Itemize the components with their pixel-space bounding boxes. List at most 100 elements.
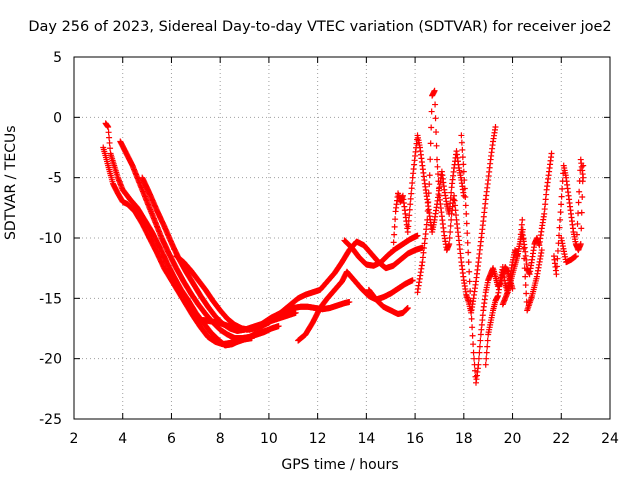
data-point xyxy=(548,150,555,157)
data-point xyxy=(579,193,586,200)
y-tick-label: 5 xyxy=(53,50,62,66)
data-point xyxy=(407,195,414,202)
data-point xyxy=(463,210,470,217)
series-track-f xyxy=(200,238,426,333)
data-point xyxy=(464,239,471,246)
series-track-k xyxy=(414,87,499,316)
data-point xyxy=(522,282,529,289)
data-point xyxy=(470,349,477,356)
data-point xyxy=(390,239,397,246)
series-track-n xyxy=(499,216,545,314)
data-point xyxy=(428,124,435,131)
data-point xyxy=(578,225,585,232)
data-point xyxy=(459,146,466,153)
data-point xyxy=(521,265,528,272)
data-point xyxy=(575,210,582,217)
y-tick-label: -20 xyxy=(39,352,62,368)
data-point xyxy=(492,123,499,130)
data-point xyxy=(414,232,421,239)
data-point xyxy=(554,247,561,254)
data-point xyxy=(391,223,398,230)
y-tick-label: 0 xyxy=(53,110,62,126)
data-point xyxy=(553,263,560,270)
data-point xyxy=(463,220,470,227)
data-point xyxy=(462,193,469,200)
data-point xyxy=(409,179,416,186)
data-point xyxy=(458,139,465,146)
data-point xyxy=(446,235,453,241)
data-point xyxy=(404,228,411,235)
data-point xyxy=(469,324,476,331)
data-point xyxy=(523,290,530,297)
data-point xyxy=(392,216,399,223)
data-point xyxy=(573,231,580,238)
data-point xyxy=(426,181,433,188)
data-point xyxy=(460,192,467,199)
data-point xyxy=(464,230,471,237)
data-point xyxy=(557,216,564,223)
data-point xyxy=(477,337,484,344)
data-point xyxy=(559,185,566,192)
data-point xyxy=(424,207,431,214)
data-point xyxy=(558,201,565,208)
data-point xyxy=(447,228,454,235)
data-point xyxy=(448,189,455,196)
data-point xyxy=(538,247,545,254)
data-point xyxy=(558,193,565,200)
data-point xyxy=(105,129,112,136)
data-point xyxy=(106,139,113,146)
x-tick-label: 20 xyxy=(504,431,522,447)
data-point xyxy=(468,307,475,314)
data-point xyxy=(519,226,526,233)
data-point xyxy=(433,129,440,136)
data-point xyxy=(519,216,526,223)
data-point xyxy=(460,161,467,168)
data-point xyxy=(404,304,411,311)
x-tick-label: 14 xyxy=(357,431,375,447)
x-axis-label: GPS time / hours xyxy=(281,457,399,473)
data-point xyxy=(462,202,469,209)
data-point xyxy=(459,154,466,161)
x-tick-label: 6 xyxy=(167,431,176,447)
y-tick-label: -25 xyxy=(39,412,62,428)
data-point xyxy=(434,171,441,178)
y-axis-ticks: 5 0 -5 -10 -15 -20 -25 xyxy=(39,50,610,428)
data-point xyxy=(484,337,491,344)
data-point xyxy=(580,174,587,181)
y-tick-label: -10 xyxy=(39,231,62,247)
data-point xyxy=(408,190,415,197)
y-tick-label: -15 xyxy=(39,291,62,307)
data-point xyxy=(426,172,433,179)
data-point xyxy=(556,224,563,231)
data-point xyxy=(554,255,561,262)
data-point xyxy=(467,297,474,304)
data-point xyxy=(482,361,489,368)
data-point xyxy=(432,101,439,108)
data-point xyxy=(460,168,467,175)
data-point xyxy=(470,341,477,348)
data-point xyxy=(483,349,490,356)
data-point xyxy=(468,315,475,322)
x-tick-label: 4 xyxy=(118,431,127,447)
data-point xyxy=(427,156,434,163)
data-point xyxy=(458,132,465,139)
data-point xyxy=(467,288,474,295)
data-point xyxy=(346,298,353,305)
x-tick-label: 24 xyxy=(601,431,619,447)
series-track-a xyxy=(100,144,255,348)
data-point xyxy=(106,134,113,141)
chart-title: Day 256 of 2023, Sidereal Day-to-day VTE… xyxy=(28,19,612,35)
data-point xyxy=(433,142,440,149)
data-point xyxy=(390,247,397,254)
y-axis-label-text: SDTVAR / TECUs xyxy=(3,125,19,240)
data-point xyxy=(476,343,483,350)
data-point xyxy=(292,309,299,316)
data-point xyxy=(469,332,476,339)
data-point xyxy=(572,253,579,260)
data-point xyxy=(406,212,413,219)
data-point xyxy=(105,123,112,130)
data-point xyxy=(575,199,582,206)
series-track-m xyxy=(482,150,555,368)
series-track-p xyxy=(558,156,587,266)
data-point xyxy=(520,245,527,252)
